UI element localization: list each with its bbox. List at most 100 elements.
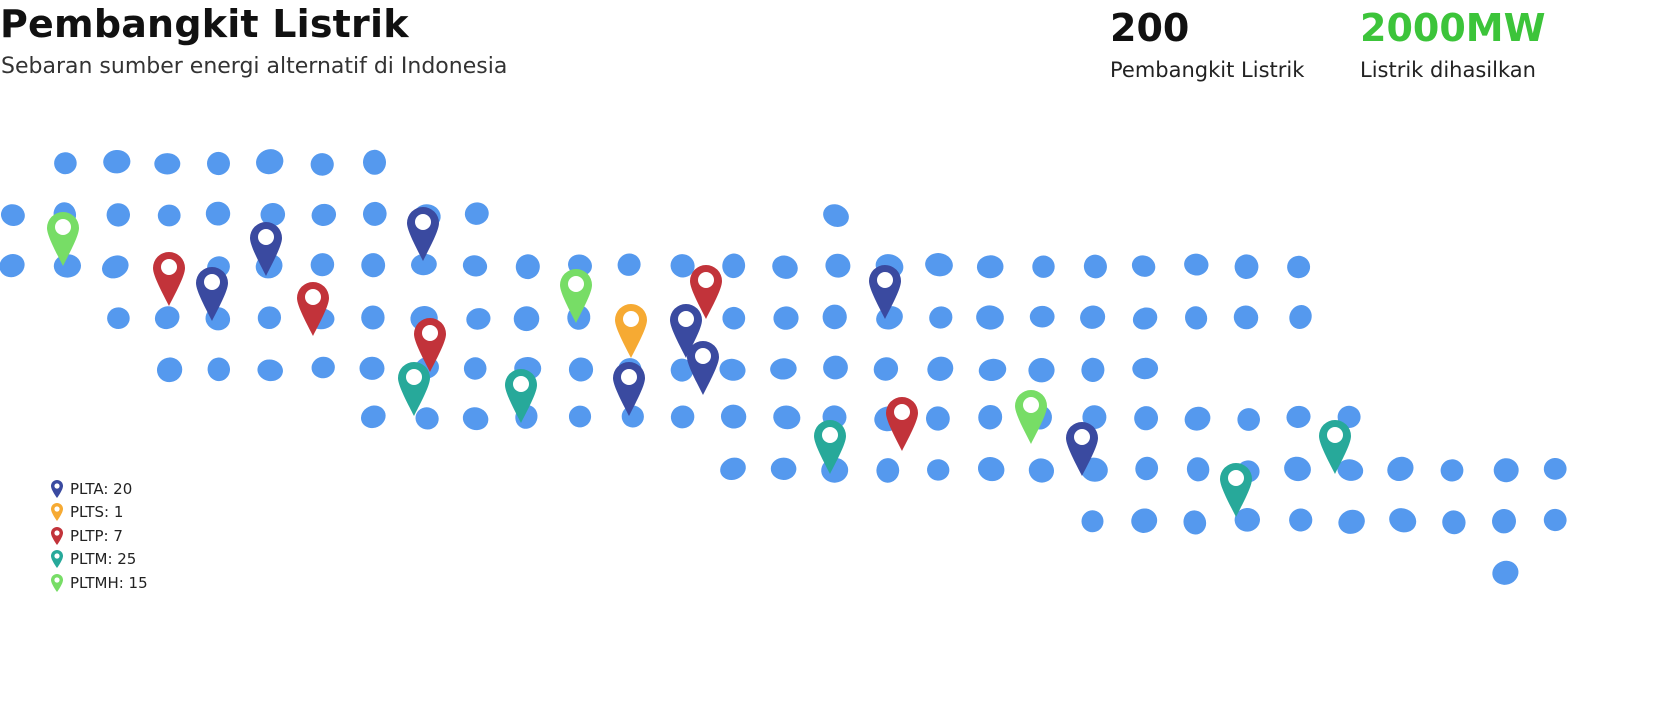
map-dot: [1491, 509, 1517, 534]
map-dot: [1135, 456, 1159, 481]
legend-label-pltmh: PLTMH: 15: [70, 573, 148, 592]
map-dot: [359, 356, 385, 380]
map-pin-pltp[interactable]: [690, 265, 722, 319]
map-dot: [515, 254, 540, 280]
map-dot: [825, 253, 851, 278]
map-dot: [722, 253, 746, 279]
map-pin-pltmh[interactable]: [47, 212, 79, 266]
page-subtitle: Sebaran sumber energi alternatif di Indo…: [1, 54, 508, 79]
map-pin-pltp[interactable]: [297, 282, 329, 336]
stat-plant-count-label: Pembangkit Listrik: [1110, 58, 1305, 82]
legend-item-pltp: PLTP: 7: [50, 524, 148, 548]
map-dot: [362, 149, 387, 175]
map-pin-pltm[interactable]: [1220, 463, 1252, 517]
map-pin-plta[interactable]: [250, 222, 282, 276]
map-pin-pltm[interactable]: [505, 369, 537, 423]
map-pin-plta[interactable]: [407, 207, 439, 261]
map-pin-plts[interactable]: [615, 304, 647, 358]
map-dot: [773, 405, 801, 430]
map-dot: [1132, 357, 1159, 380]
map-pin-pltm[interactable]: [1319, 420, 1351, 474]
map-dot: [925, 406, 950, 431]
map-dot: [1440, 459, 1464, 482]
map-pin-pltp[interactable]: [886, 397, 918, 451]
map-dot: [1289, 508, 1313, 532]
map-dot: [1134, 406, 1159, 431]
map-pin-plta[interactable]: [670, 304, 702, 358]
map-dot: [1289, 305, 1312, 329]
map-pin-pltmh[interactable]: [560, 269, 592, 323]
map-dot: [772, 255, 798, 279]
map-dot: [1082, 405, 1107, 430]
map-dot: [720, 404, 747, 429]
stat-power-output-label: Listrik dihasilkan: [1360, 58, 1536, 82]
map-dot: [154, 153, 181, 175]
map-dot: [107, 307, 130, 330]
map-dot: [54, 152, 77, 175]
map-dot: [415, 407, 439, 430]
map-pin-pltmh[interactable]: [1015, 390, 1047, 444]
map-dot: [462, 255, 488, 277]
map-dot: [310, 253, 335, 277]
map-pin-pltm[interactable]: [814, 420, 846, 474]
map-dot: [464, 202, 489, 225]
map-dot: [103, 149, 131, 174]
map-dot: [361, 253, 386, 278]
map-dot: [1183, 510, 1207, 535]
map-dot: [106, 203, 131, 227]
map-dot: [362, 201, 387, 226]
map-dot: [256, 149, 284, 175]
map-dot: [719, 358, 746, 381]
legend-item-plta: PLTA: 20: [50, 477, 148, 501]
map-dot: [670, 405, 695, 429]
map-dot: [1028, 458, 1055, 483]
map-dot-grid: [0, 149, 1567, 585]
map-dot: [1029, 305, 1055, 328]
map-dot: [670, 358, 694, 382]
map-pin-plta[interactable]: [613, 362, 645, 416]
map-dot: [154, 306, 180, 330]
map-pin-pltm[interactable]: [398, 362, 430, 416]
map-dot: [773, 306, 799, 330]
map-dot: [1287, 255, 1311, 279]
map-pin-icon: [51, 503, 63, 522]
map-dot: [462, 407, 489, 431]
map-pin-pltp[interactable]: [153, 252, 185, 306]
map-dot: [1543, 508, 1567, 532]
map-dot: [1185, 306, 1208, 330]
map-legend: PLTA: 20 PLTS: 1 PLTP: 7 PLTM: 25 PLTMH:…: [50, 477, 148, 595]
legend-item-pltmh: PLTMH: 15: [50, 571, 148, 595]
map-dot: [1028, 357, 1055, 383]
map-pin-pltp[interactable]: [414, 318, 446, 372]
legend-item-pltm: PLTM: 25: [50, 548, 148, 572]
map-pin-plta[interactable]: [687, 341, 719, 395]
map-dot: [978, 404, 1003, 430]
map-dot: [1131, 508, 1158, 533]
map-dot: [977, 457, 1005, 482]
map-dot: [722, 306, 746, 330]
map-pin-plta[interactable]: [196, 267, 228, 321]
map-dot: [257, 306, 282, 330]
page-title: Pembangkit Listrik: [0, 2, 409, 46]
map-pin-plta[interactable]: [869, 265, 901, 319]
map-dot: [1234, 507, 1260, 532]
map-dot: [568, 357, 594, 382]
map-dot: [1237, 408, 1261, 431]
stat-plant-count: 200 Pembangkit Listrik: [1110, 4, 1304, 88]
map-dot: [1286, 405, 1311, 428]
map-dot: [1234, 254, 1259, 279]
map-dot: [1081, 510, 1104, 533]
map-dot: [617, 253, 641, 276]
map-pin-layer: [47, 207, 1351, 517]
map-dot: [102, 255, 129, 279]
map-dot: [1233, 305, 1259, 330]
map-dot: [925, 253, 953, 277]
map-dot: [311, 203, 337, 226]
map-dot: [978, 358, 1007, 381]
map-dot: [0, 204, 25, 226]
map-pin-plta[interactable]: [1066, 422, 1098, 476]
map-dot: [257, 359, 283, 382]
map-dot: [770, 457, 797, 481]
map-dot: [1389, 508, 1417, 533]
